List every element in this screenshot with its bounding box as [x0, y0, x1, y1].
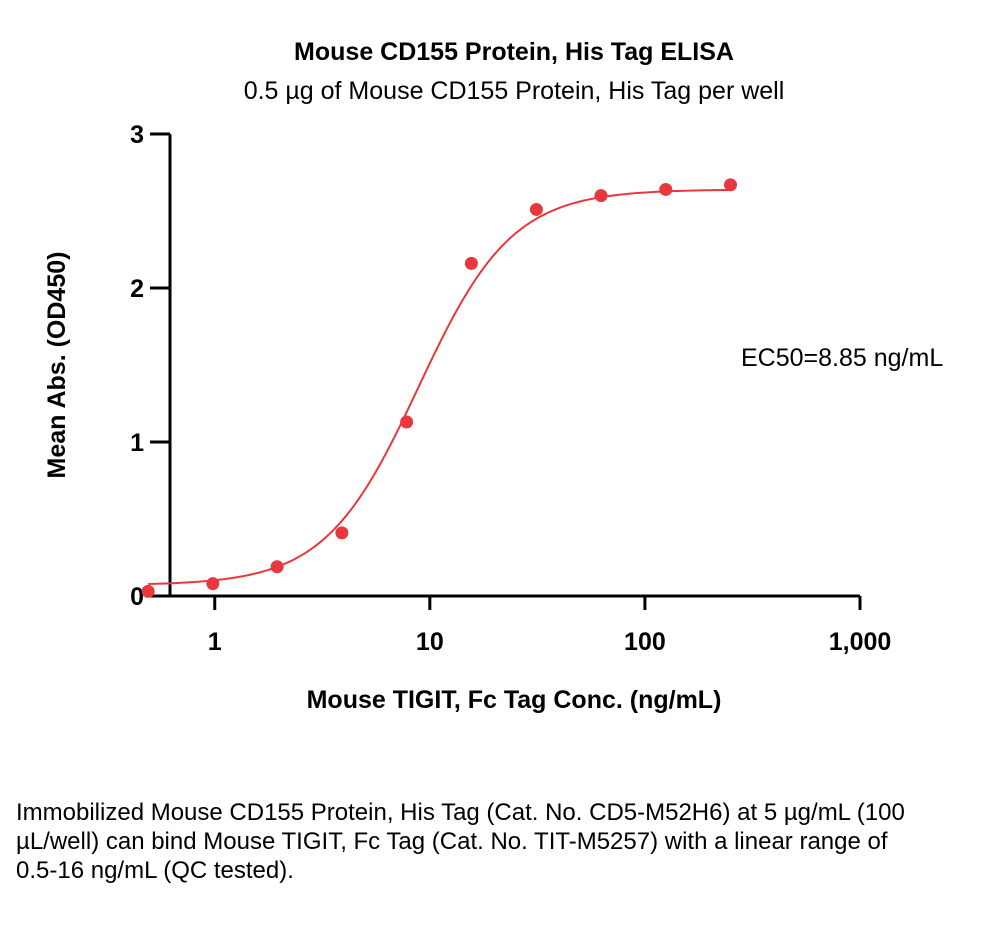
y-axis-ticks: 0 1 2 3 — [130, 121, 170, 611]
elisa-chart: Mouse CD155 Protein, His Tag ELISA 0.5 µ… — [43, 38, 943, 714]
data-point — [724, 178, 738, 192]
y-tick-label: 2 — [130, 275, 144, 303]
x-tick-label: 10 — [416, 628, 444, 656]
x-axis-label: Mouse TIGIT, Fc Tag Conc. (ng/mL) — [307, 686, 722, 714]
ec50-annotation: EC50=8.85 ng/mL — [741, 344, 943, 372]
chart-title: Mouse CD155 Protein, His Tag ELISA — [294, 38, 734, 66]
x-tick-label: 1,000 — [829, 628, 892, 656]
x-tick-label: 100 — [624, 628, 666, 656]
fit-curve — [148, 188, 731, 586]
data-point — [594, 189, 608, 203]
y-axis-label: Mean Abs. (OD450) — [43, 252, 71, 479]
y-tick-label: 0 — [130, 583, 144, 611]
y-tick-label: 3 — [130, 121, 144, 149]
data-point — [659, 182, 673, 196]
y-tick-label: 1 — [130, 429, 144, 457]
data-point — [335, 526, 349, 540]
data-point — [529, 202, 543, 216]
figure-caption: Immobilized Mouse CD155 Protein, His Tag… — [16, 799, 905, 884]
data-points — [141, 178, 738, 598]
x-axis-ticks: 1 10 100 1,000 — [208, 596, 891, 656]
data-point — [464, 256, 478, 270]
fit-curve-group — [148, 188, 731, 586]
x-tick-label: 1 — [208, 628, 222, 656]
data-point — [270, 560, 284, 574]
data-point — [141, 584, 155, 598]
chart-axes — [150, 134, 860, 598]
data-point — [400, 415, 414, 429]
chart-subtitle: 0.5 µg of Mouse CD155 Protein, His Tag p… — [244, 77, 785, 105]
data-point — [206, 577, 220, 591]
